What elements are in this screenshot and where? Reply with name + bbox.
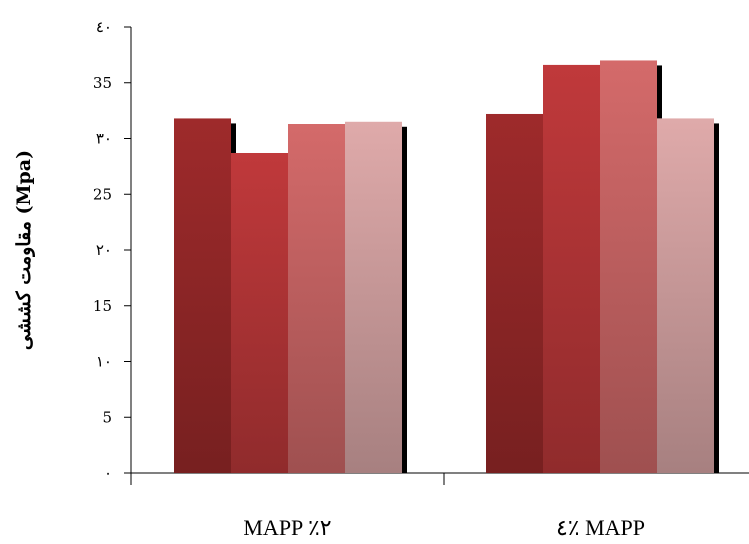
bar-shadow [402,126,407,474]
bar-shadow [714,123,719,474]
bars [174,60,719,474]
bar [174,118,231,474]
y-tick-label: ۲۰ [96,241,112,259]
y-axis-title: مقاومت کششی (Mpa) [13,150,35,350]
bar [486,113,543,473]
bar [345,121,402,474]
bar-shadow [231,123,236,153]
x-category-label: MAPP ٪٤ [556,515,645,540]
bar [231,152,288,473]
y-tick-label: ۰ [104,464,112,482]
y-tick-label: 15 [93,297,112,315]
y-tick-label: 35 [93,74,112,92]
x-category-label: MAPP ٪۲ [243,515,331,540]
y-tick-label: ۳۰ [96,130,112,148]
bar [657,118,714,474]
x-category-labels: MAPP ٪۲ MAPP ٪٤ [243,515,645,540]
y-tick-label: 5 [102,408,112,426]
y-tick-labels: ۰ 5 ۱۰ 15 ۲۰ 25 ۳۰ 35 ٤۰ [93,18,112,482]
bar [600,60,657,473]
y-tick-label: 25 [93,185,112,203]
bar [543,64,600,473]
bar [288,124,345,473]
y-tick-label: ۱۰ [96,353,112,371]
bar-shadow [657,65,662,119]
y-tick-label: ٤۰ [96,18,112,36]
